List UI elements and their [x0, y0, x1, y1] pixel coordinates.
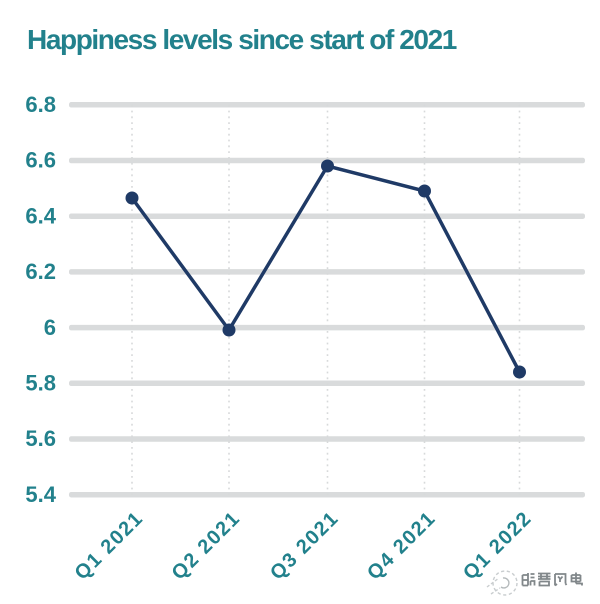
svg-text:6.2: 6.2 — [25, 259, 56, 284]
svg-text:6.6: 6.6 — [25, 148, 56, 173]
svg-text:Q1 2021: Q1 2021 — [71, 507, 148, 584]
svg-text:6: 6 — [44, 315, 56, 340]
svg-text:Q3 2021: Q3 2021 — [266, 507, 343, 584]
svg-text:Q2 2021: Q2 2021 — [168, 507, 245, 584]
svg-text:5.6: 5.6 — [25, 426, 56, 451]
svg-text:6.4: 6.4 — [25, 203, 56, 228]
svg-text:Q4 2021: Q4 2021 — [363, 507, 440, 584]
svg-text:6.8: 6.8 — [25, 92, 56, 117]
svg-text:5.4: 5.4 — [25, 482, 56, 507]
svg-text:5.8: 5.8 — [25, 371, 56, 396]
